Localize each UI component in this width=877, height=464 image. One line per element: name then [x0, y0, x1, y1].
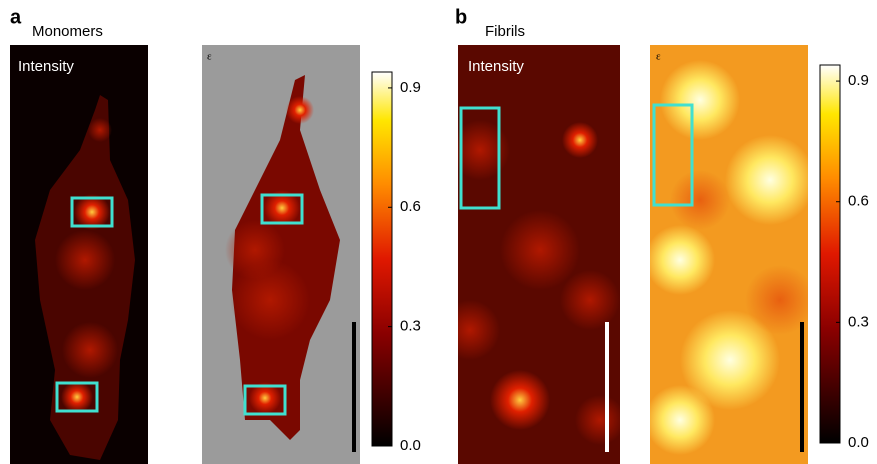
colorbar-tick-label: 0.6: [848, 193, 869, 210]
signal: [725, 135, 815, 225]
micrograph: [10, 45, 162, 464]
panel-label: a: [10, 6, 22, 28]
signal: [575, 395, 625, 445]
colorbar-tick-label: 0.3: [848, 313, 869, 330]
signal: [745, 265, 815, 335]
signal: [562, 122, 598, 158]
signal: [61, 381, 93, 413]
scale-bar: [352, 322, 356, 452]
signal: [645, 225, 715, 295]
signal: [660, 60, 740, 140]
signal: [440, 300, 500, 360]
scale-bar: [605, 322, 609, 452]
colorbar: [372, 72, 392, 446]
panel-title: Fibrils: [485, 23, 525, 40]
micrograph: [440, 45, 625, 464]
signal: [500, 210, 580, 290]
panel-label: b: [455, 6, 467, 28]
colorbar-tick-label: 0.9: [848, 72, 869, 89]
colorbar: [820, 65, 840, 443]
colorbar-tick-label: 0.9: [400, 79, 421, 96]
signal: [670, 170, 730, 230]
colorbar-tick-label: 0.0: [400, 437, 421, 454]
colorbar-tick-label: 0.6: [400, 198, 421, 215]
signal: [225, 220, 285, 280]
signal: [560, 270, 620, 330]
signal: [450, 120, 510, 180]
figure: a Monomers Intensity ε 0.0 0.3 0.6 0.9 b Fibrils I…: [0, 0, 877, 464]
colorbar-tick-label: 0.3: [400, 318, 421, 335]
signal: [490, 370, 550, 430]
signal: [645, 385, 715, 455]
colorbar-tick-label: 0.0: [848, 434, 869, 451]
scale-bar: [800, 322, 804, 452]
signal: [286, 96, 314, 124]
image-label: Intensity: [468, 58, 524, 75]
micrograph: [645, 45, 815, 464]
image-label: ε: [207, 51, 212, 63]
image-label: ε: [656, 51, 661, 63]
micrograph: [202, 45, 360, 464]
signal: [88, 118, 112, 142]
image-label: Intensity: [18, 58, 74, 75]
panel-title: Monomers: [32, 23, 103, 40]
signal: [62, 322, 118, 378]
signal: [55, 230, 115, 290]
scale-bar: [158, 322, 162, 452]
